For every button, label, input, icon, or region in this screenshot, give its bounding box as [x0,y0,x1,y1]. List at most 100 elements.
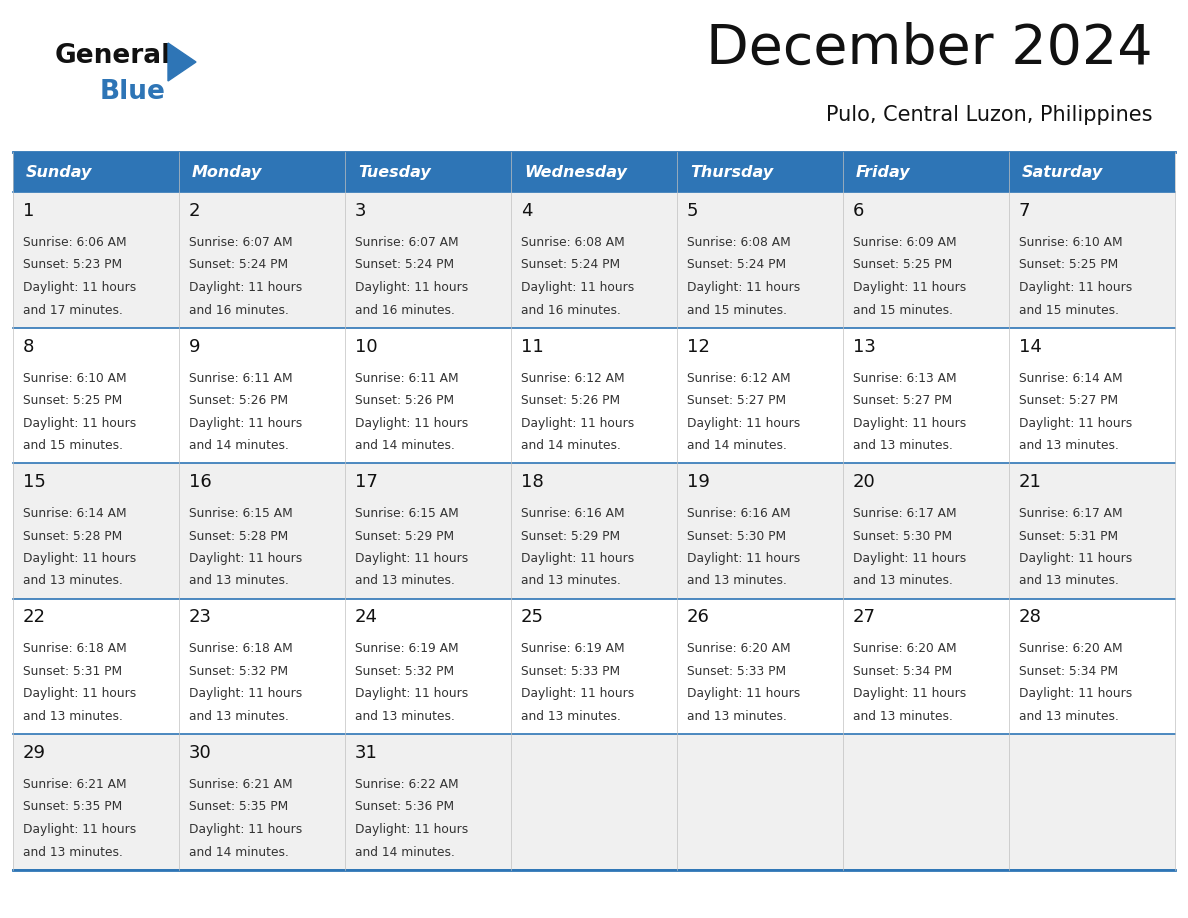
Text: and 13 minutes.: and 13 minutes. [1019,710,1119,723]
Text: Sunset: 5:31 PM: Sunset: 5:31 PM [1019,530,1118,543]
Text: Sunrise: 6:08 AM: Sunrise: 6:08 AM [687,236,791,249]
Polygon shape [168,43,196,81]
Text: Sunset: 5:31 PM: Sunset: 5:31 PM [23,665,122,678]
Text: 17: 17 [355,473,378,491]
Text: Sunset: 5:29 PM: Sunset: 5:29 PM [522,530,620,543]
Text: Friday: Friday [857,164,911,180]
Text: 2: 2 [189,202,201,220]
Text: Daylight: 11 hours: Daylight: 11 hours [687,281,801,294]
Bar [843,463,1009,599]
Text: 11: 11 [522,338,544,355]
Text: Sunrise: 6:21 AM: Sunrise: 6:21 AM [23,778,127,791]
Text: Sunrise: 6:06 AM: Sunrise: 6:06 AM [23,236,127,249]
Text: 6: 6 [853,202,865,220]
Bar [13,463,179,599]
Text: Daylight: 11 hours: Daylight: 11 hours [853,417,966,430]
Text: 1: 1 [23,202,34,220]
Text: Sunset: 5:25 PM: Sunset: 5:25 PM [853,259,953,272]
Text: Sunrise: 6:21 AM: Sunrise: 6:21 AM [189,778,292,791]
Text: Sunrise: 6:22 AM: Sunrise: 6:22 AM [355,778,459,791]
Bar [843,599,1009,734]
Text: Daylight: 11 hours: Daylight: 11 hours [1019,688,1132,700]
Text: Sunrise: 6:20 AM: Sunrise: 6:20 AM [1019,643,1123,655]
Bar [13,599,179,734]
Text: Blue: Blue [100,79,166,105]
Text: Monday: Monday [192,164,263,180]
Text: Daylight: 11 hours: Daylight: 11 hours [522,281,634,294]
Text: Sunset: 5:35 PM: Sunset: 5:35 PM [23,800,122,813]
Text: 16: 16 [189,473,211,491]
Text: Daylight: 11 hours: Daylight: 11 hours [23,823,137,836]
Text: 13: 13 [853,338,876,355]
Text: Sunrise: 6:08 AM: Sunrise: 6:08 AM [522,236,625,249]
Text: and 13 minutes.: and 13 minutes. [189,575,289,588]
Text: and 13 minutes.: and 13 minutes. [853,439,953,452]
Text: Sunset: 5:35 PM: Sunset: 5:35 PM [189,800,289,813]
Text: 14: 14 [1019,338,1042,355]
Text: Daylight: 11 hours: Daylight: 11 hours [687,552,801,565]
Bar [511,463,677,599]
Bar [843,734,1009,869]
Text: Sunrise: 6:07 AM: Sunrise: 6:07 AM [189,236,292,249]
Text: Sunrise: 6:10 AM: Sunrise: 6:10 AM [23,372,127,385]
Text: Daylight: 11 hours: Daylight: 11 hours [189,823,302,836]
Bar [1009,328,1175,463]
Text: and 13 minutes.: and 13 minutes. [853,575,953,588]
Text: 28: 28 [1019,609,1042,626]
Text: Sunset: 5:27 PM: Sunset: 5:27 PM [1019,394,1118,407]
Text: Daylight: 11 hours: Daylight: 11 hours [687,417,801,430]
Text: and 13 minutes.: and 13 minutes. [687,575,786,588]
Text: 15: 15 [23,473,46,491]
Text: Sunset: 5:26 PM: Sunset: 5:26 PM [355,394,454,407]
Text: Sunset: 5:25 PM: Sunset: 5:25 PM [23,394,122,407]
Text: 22: 22 [23,609,46,626]
Text: Sunrise: 6:15 AM: Sunrise: 6:15 AM [355,507,459,520]
Bar [1009,599,1175,734]
Text: 20: 20 [853,473,876,491]
Bar [511,734,677,869]
Text: Sunset: 5:34 PM: Sunset: 5:34 PM [853,665,952,678]
Bar [345,734,511,869]
Text: Sunset: 5:30 PM: Sunset: 5:30 PM [687,530,786,543]
Text: and 15 minutes.: and 15 minutes. [687,304,786,317]
Text: 23: 23 [189,609,211,626]
Text: and 14 minutes.: and 14 minutes. [189,845,289,858]
Text: Daylight: 11 hours: Daylight: 11 hours [355,823,468,836]
Text: Sunrise: 6:10 AM: Sunrise: 6:10 AM [1019,236,1123,249]
Text: Sunset: 5:24 PM: Sunset: 5:24 PM [355,259,454,272]
Text: and 16 minutes.: and 16 minutes. [522,304,621,317]
Text: Daylight: 11 hours: Daylight: 11 hours [687,688,801,700]
Bar [345,463,511,599]
Text: and 17 minutes.: and 17 minutes. [23,304,122,317]
Text: and 15 minutes.: and 15 minutes. [23,439,124,452]
Text: Sunrise: 6:13 AM: Sunrise: 6:13 AM [853,372,956,385]
Text: Sunrise: 6:16 AM: Sunrise: 6:16 AM [522,507,625,520]
Text: Daylight: 11 hours: Daylight: 11 hours [189,552,302,565]
Bar [13,328,179,463]
Text: Sunset: 5:24 PM: Sunset: 5:24 PM [687,259,786,272]
Text: 21: 21 [1019,473,1042,491]
Text: Sunset: 5:27 PM: Sunset: 5:27 PM [687,394,786,407]
Text: and 15 minutes.: and 15 minutes. [1019,304,1119,317]
Text: Daylight: 11 hours: Daylight: 11 hours [355,417,468,430]
Text: Sunset: 5:28 PM: Sunset: 5:28 PM [189,530,289,543]
Text: and 13 minutes.: and 13 minutes. [23,710,122,723]
Bar [1009,192,1175,328]
Text: and 14 minutes.: and 14 minutes. [189,439,289,452]
Text: Sunset: 5:27 PM: Sunset: 5:27 PM [853,394,952,407]
Text: and 14 minutes.: and 14 minutes. [355,845,455,858]
Bar [511,152,677,192]
Bar [1009,734,1175,869]
Text: Sunrise: 6:11 AM: Sunrise: 6:11 AM [355,372,459,385]
Text: and 13 minutes.: and 13 minutes. [853,710,953,723]
Bar [345,599,511,734]
Text: and 13 minutes.: and 13 minutes. [23,845,122,858]
Bar [179,463,345,599]
Text: Daylight: 11 hours: Daylight: 11 hours [23,688,137,700]
Text: Sunrise: 6:12 AM: Sunrise: 6:12 AM [522,372,625,385]
Bar [677,463,843,599]
Text: Daylight: 11 hours: Daylight: 11 hours [522,417,634,430]
Text: 25: 25 [522,609,544,626]
Text: Daylight: 11 hours: Daylight: 11 hours [853,281,966,294]
Text: Daylight: 11 hours: Daylight: 11 hours [189,417,302,430]
